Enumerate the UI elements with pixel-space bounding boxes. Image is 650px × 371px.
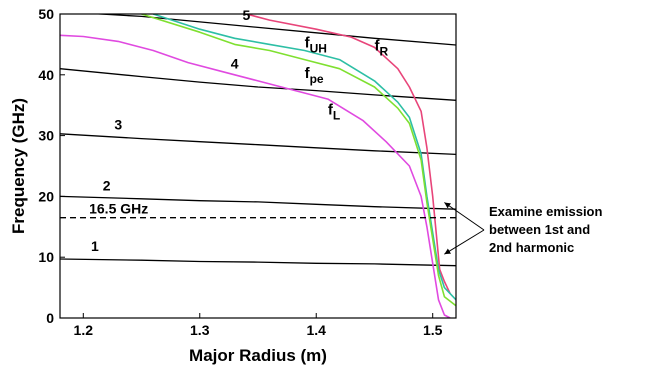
axes: 1.2 1.3 1.4 1.5 0 10 20 30 40 50	[38, 6, 442, 338]
series-line-1	[60, 258, 456, 267]
y-tick-label: 50	[38, 6, 54, 22]
y-tick-label: 0	[46, 310, 54, 326]
harmonic-label-5: 5	[242, 7, 250, 23]
harmonic-label-3: 3	[114, 117, 122, 133]
x-axis-title: Major Radius (m)	[189, 346, 327, 365]
annotation-arrow-1	[444, 202, 485, 231]
y-tick-label: 10	[38, 249, 54, 265]
annotation-arrow-2	[444, 229, 485, 255]
annotation-line-2: between 1st and	[489, 222, 591, 237]
plot-frame	[59, 13, 457, 319]
y-tick-label: 30	[38, 128, 54, 144]
series-line-2	[60, 195, 456, 210]
harmonic-label-4: 4	[231, 56, 239, 72]
cutoff-label-l: fL	[328, 101, 340, 122]
y-tick-label: 20	[38, 188, 54, 204]
series-line-f-l	[60, 34, 451, 318]
series-line-3	[60, 133, 456, 156]
annotation-line-1: Examine emission	[489, 204, 603, 219]
cutoff-label-uh: fUH	[305, 34, 327, 55]
x-tick-label: 1.2	[74, 322, 94, 338]
annotation-note: Examine emission between 1st and 2nd har…	[489, 203, 649, 257]
series-line-5	[89, 14, 456, 46]
curves-group	[60, 14, 456, 318]
y-tick-label: 40	[38, 67, 54, 83]
x-tick-label: 1.5	[423, 322, 443, 338]
y-axis-title: Frequency (GHz)	[9, 98, 28, 234]
harmonic-label-2: 2	[103, 177, 111, 193]
series-line-f-pe	[141, 14, 456, 307]
cutoff-label-pe: fpe	[305, 65, 324, 86]
x-tick-label: 1.3	[190, 322, 210, 338]
cutoff-label-r: fR	[374, 37, 388, 58]
series-line-f-r	[246, 14, 451, 295]
series-line-4	[60, 68, 456, 101]
annotation-line-3: 2nd harmonic	[489, 240, 575, 255]
reference-line-label: 16.5 GHz	[89, 201, 148, 217]
harmonic-label-1: 1	[91, 238, 99, 254]
x-tick-label: 1.4	[307, 322, 327, 338]
series-line-f-uh	[152, 14, 456, 301]
